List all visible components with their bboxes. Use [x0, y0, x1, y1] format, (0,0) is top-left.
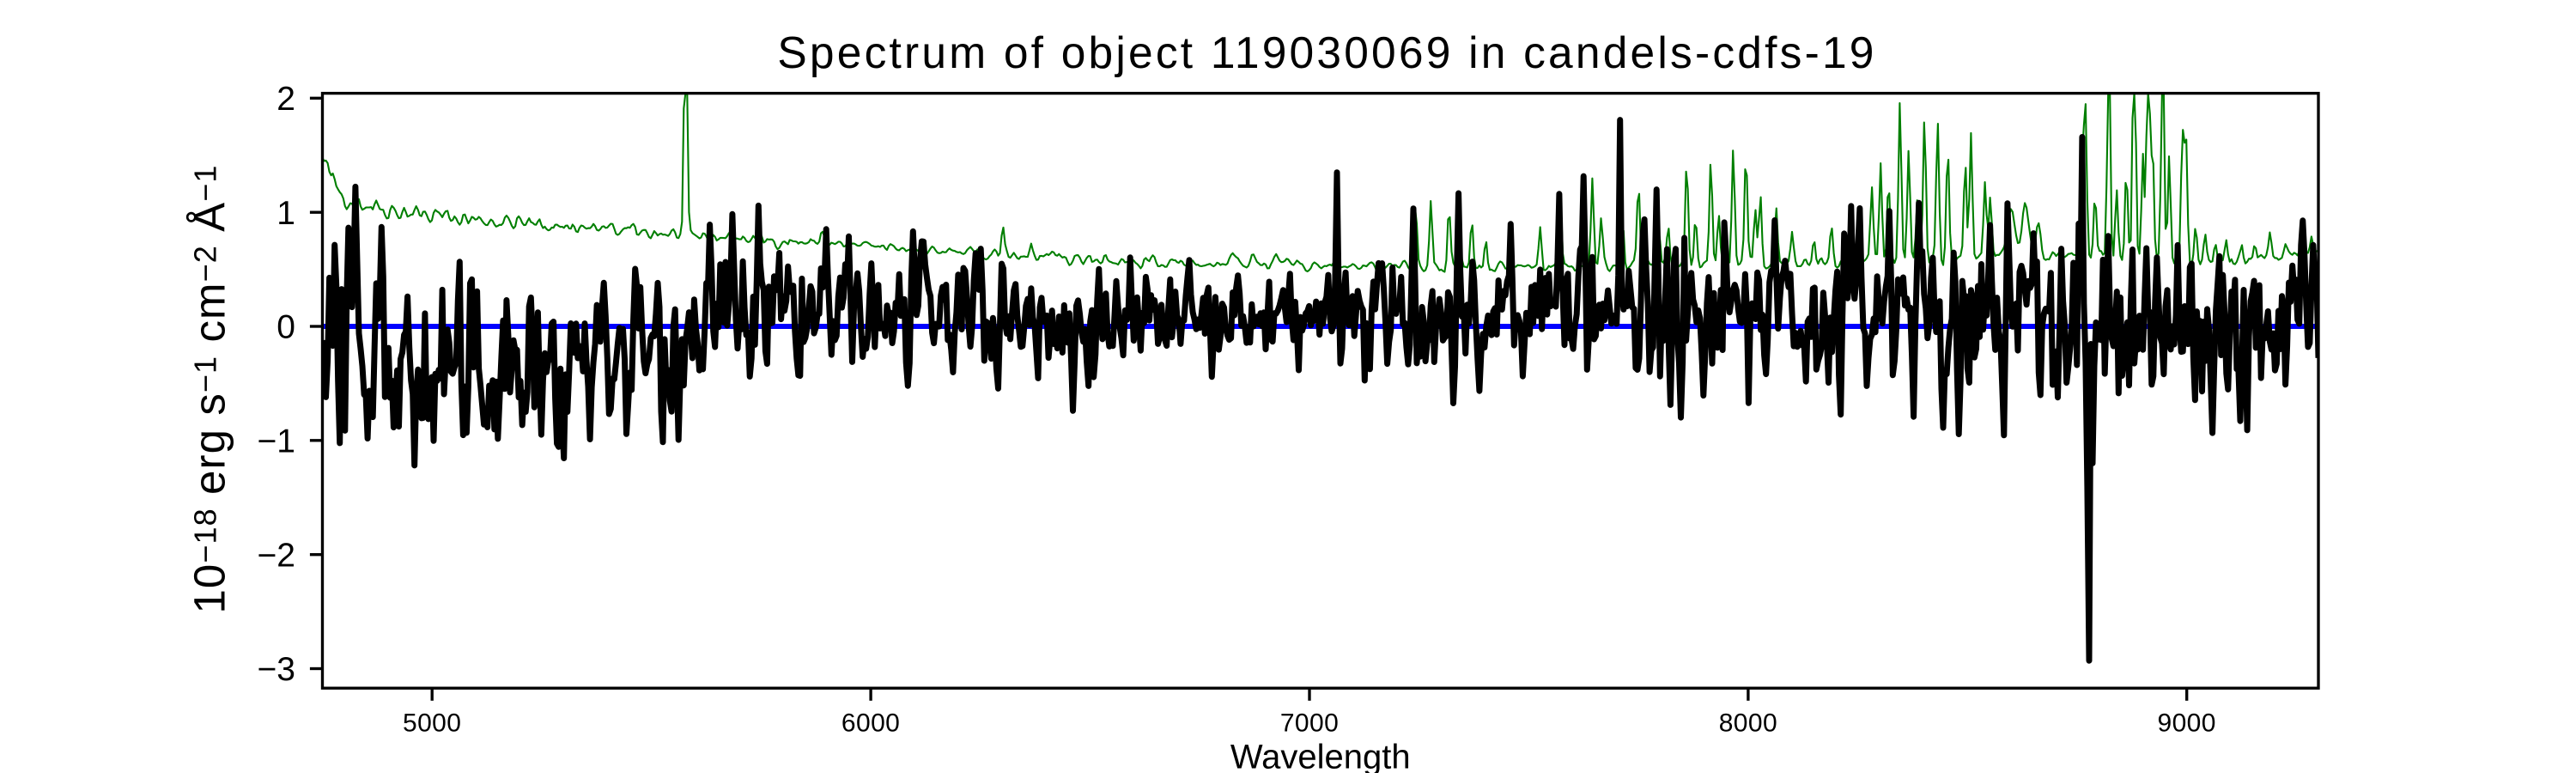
svg-text:10−18 erg s−1 cm−2 Å−1: 10−18 erg s−1 cm−2 Å−1 [185, 164, 234, 613]
svg-text:−3: −3 [258, 651, 295, 688]
svg-text:9000: 9000 [2158, 709, 2216, 738]
svg-text:8000: 8000 [1719, 709, 1777, 738]
svg-text:5000: 5000 [403, 709, 461, 738]
svg-text:Wavelength: Wavelength [1230, 739, 1411, 773]
svg-text:1: 1 [276, 195, 295, 232]
svg-text:2: 2 [276, 81, 295, 118]
svg-text:−2: −2 [258, 537, 295, 574]
svg-text:Spectrum of object 119030069 i: Spectrum of object 119030069 in candels-… [777, 27, 1876, 77]
svg-text:−1: −1 [258, 423, 295, 460]
svg-text:7000: 7000 [1280, 709, 1339, 738]
svg-text:6000: 6000 [841, 709, 900, 738]
svg-text:0: 0 [276, 309, 295, 346]
